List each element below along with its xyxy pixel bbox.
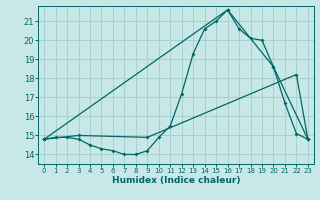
X-axis label: Humidex (Indice chaleur): Humidex (Indice chaleur) bbox=[112, 176, 240, 185]
